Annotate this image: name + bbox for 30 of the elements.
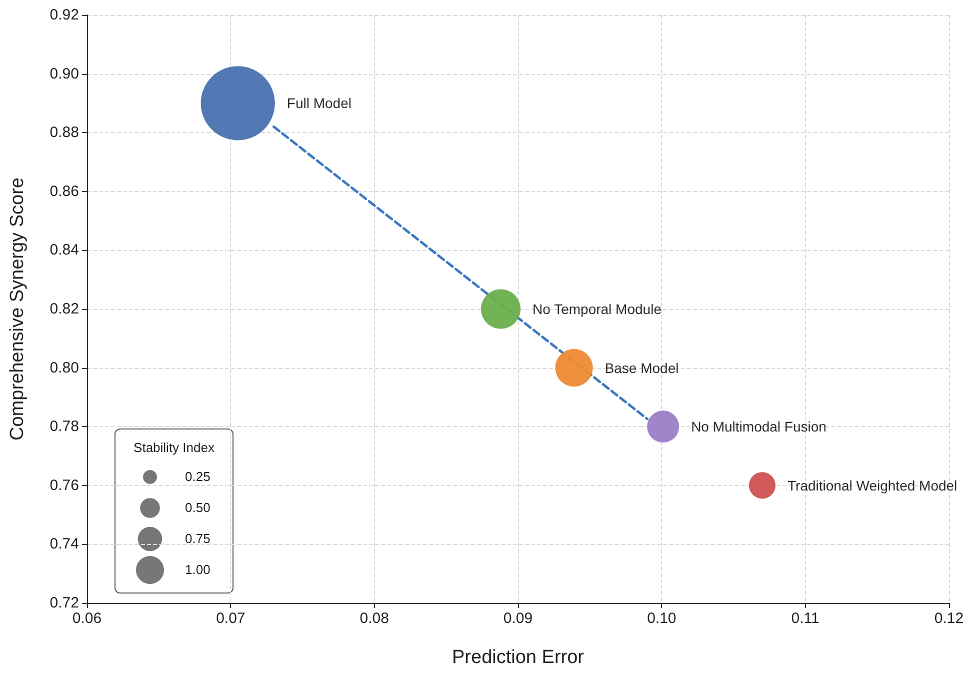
legend-label: 1.00 — [185, 562, 210, 577]
legend-title: Stability Index — [134, 440, 215, 455]
y-axis-title: Comprehensive Synergy Score — [7, 178, 28, 440]
y-tick-label: 0.84 — [50, 242, 79, 259]
y-tick-label: 0.78 — [50, 418, 79, 436]
y-tick-label: 0.92 — [50, 6, 79, 24]
legend-label: 0.25 — [185, 469, 210, 484]
y-tick-label: 0.82 — [50, 300, 79, 318]
y-tick-label: 0.72 — [50, 594, 79, 612]
x-tick-label: 0.09 — [503, 610, 533, 627]
y-tick-label: 0.76 — [50, 476, 79, 494]
x-axis-title: Prediction Error — [452, 647, 585, 668]
x-tick-label: 0.12 — [934, 610, 964, 627]
series-label: No Multimodal Fusion — [691, 418, 826, 435]
series-label: Traditional Weighted Model — [788, 477, 958, 494]
x-tick-label: 0.06 — [72, 610, 102, 627]
series-label: Full Model — [286, 95, 352, 112]
x-tick-label: 0.10 — [647, 610, 676, 627]
y-tick-label: 0.90 — [50, 65, 79, 82]
y-tick-label: 0.74 — [50, 536, 79, 553]
y-tick-label: 0.86 — [50, 182, 79, 200]
y-tick-label: 0.88 — [50, 124, 79, 142]
y-tick-label: 0.80 — [50, 359, 79, 376]
legend-label: 0.75 — [185, 531, 210, 546]
series-label: Base Model — [604, 360, 679, 376]
x-tick-label: 0.07 — [216, 610, 246, 627]
series-label: No Temporal Module — [532, 301, 662, 317]
legend-label: 0.50 — [185, 500, 210, 515]
x-tick-label: 0.11 — [791, 610, 820, 627]
x-tick-label: 0.08 — [360, 610, 389, 627]
